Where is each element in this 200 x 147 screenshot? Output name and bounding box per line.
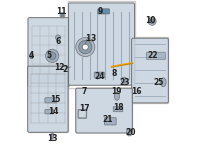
Bar [29,66,68,132]
FancyBboxPatch shape [94,72,104,78]
FancyBboxPatch shape [78,110,87,118]
Text: 20: 20 [125,128,135,137]
Text: 14: 14 [48,107,59,116]
FancyBboxPatch shape [79,110,86,118]
Text: 13: 13 [47,134,57,143]
FancyBboxPatch shape [68,3,135,85]
FancyBboxPatch shape [104,118,116,125]
Ellipse shape [126,129,132,136]
Ellipse shape [50,133,54,139]
Ellipse shape [160,78,166,87]
Ellipse shape [46,49,59,62]
Text: 10: 10 [145,16,156,25]
Ellipse shape [121,77,127,83]
Bar [76,88,132,132]
Ellipse shape [79,40,92,54]
Text: 15: 15 [50,95,60,105]
FancyBboxPatch shape [146,52,165,60]
Text: 12: 12 [54,63,65,72]
Ellipse shape [148,17,156,25]
FancyBboxPatch shape [28,66,68,132]
Ellipse shape [49,52,56,60]
FancyBboxPatch shape [113,107,123,112]
FancyBboxPatch shape [98,9,110,14]
Ellipse shape [76,37,95,57]
Text: 5: 5 [47,51,52,60]
Text: 24: 24 [94,72,105,81]
Text: 23: 23 [119,78,130,87]
Text: 21: 21 [103,115,113,124]
Bar [132,37,168,103]
Ellipse shape [56,35,61,40]
Text: 16: 16 [131,87,141,96]
Text: 4: 4 [29,51,34,60]
Text: 1: 1 [85,34,90,43]
Ellipse shape [30,53,33,59]
Ellipse shape [150,19,154,24]
Ellipse shape [60,13,65,18]
Text: 6: 6 [55,37,61,46]
Text: 17: 17 [79,104,90,113]
Ellipse shape [114,92,119,100]
FancyBboxPatch shape [132,38,168,103]
FancyBboxPatch shape [45,98,57,103]
FancyBboxPatch shape [76,88,132,133]
Ellipse shape [61,14,64,17]
Text: 9: 9 [98,7,103,16]
Text: 25: 25 [153,78,163,87]
Text: 8: 8 [111,69,117,78]
Text: 3: 3 [91,34,96,43]
Ellipse shape [82,44,88,50]
Bar [68,1,135,88]
Text: 11: 11 [56,7,66,16]
Text: 19: 19 [112,87,122,96]
Text: 22: 22 [147,51,157,60]
FancyBboxPatch shape [28,18,69,87]
Text: 7: 7 [82,87,87,96]
Text: 2: 2 [63,65,68,74]
Text: 18: 18 [113,103,124,112]
FancyBboxPatch shape [45,110,54,114]
